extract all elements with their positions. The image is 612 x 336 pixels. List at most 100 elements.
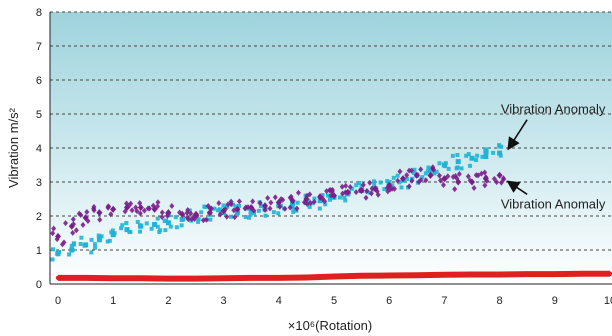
scatter-jitter [243, 214, 248, 219]
scatter-jitter [129, 207, 135, 214]
y-tick-label: 1 [36, 245, 42, 257]
scatter-jitter [107, 238, 112, 243]
scatter-jitter [385, 188, 391, 195]
scatter-jitter [231, 207, 237, 214]
scatter-jitter [196, 219, 201, 224]
scatter-jitter [191, 213, 197, 220]
scatter-jitter [328, 192, 334, 199]
scatter-jitter [212, 206, 217, 211]
scatter-jitter [63, 220, 69, 227]
annotation-arrow [507, 119, 528, 151]
data-point [428, 167, 434, 173]
x-axis-title: ×10⁶(Rotation) [288, 318, 372, 333]
scatter-jitter [357, 187, 363, 194]
scatter-jitter [262, 206, 268, 213]
scatter-jitter [474, 158, 479, 163]
data-point [83, 275, 88, 281]
scatter-jitter [325, 193, 330, 198]
scatter-jitter [82, 243, 87, 248]
scatter-jitter [466, 152, 471, 157]
scatter-jitter [295, 200, 300, 205]
scatter-jitter [498, 179, 504, 186]
scatter-jitter [483, 174, 489, 181]
scatter-jitter [265, 195, 271, 202]
scatter-jitter [326, 187, 332, 194]
scatter-jitter [222, 206, 228, 213]
scatter-jitter [350, 186, 355, 191]
scatter-jitter [372, 182, 377, 187]
scatter-jitter [323, 202, 328, 207]
scatter-jitter [500, 175, 506, 182]
scatter-jitter [409, 167, 415, 174]
data-point [496, 171, 503, 179]
scatter-jitter [312, 196, 317, 201]
scatter-jitter [360, 181, 366, 188]
scatter-jitter [120, 223, 125, 228]
scatter-jitter [199, 210, 204, 215]
scatter-jitter [473, 172, 479, 179]
data-point [165, 220, 171, 226]
scatter-jitter [208, 217, 213, 222]
scatter-jitter [138, 223, 143, 228]
scatter-jitter [287, 204, 293, 211]
scatter-jitter [188, 210, 194, 217]
scatter-jitter [271, 210, 276, 215]
scatter-jitter [494, 179, 500, 186]
scatter-jitter [367, 179, 373, 186]
scatter-jitter [181, 216, 186, 221]
scatter-jitter [216, 200, 222, 207]
scatter-jitter [359, 184, 364, 189]
annotations: Vibration Anomaly Vibration Anomaly [501, 102, 606, 212]
x-tick-label: 2 [165, 295, 171, 307]
y-tick-label: 3 [36, 177, 42, 189]
scatter-jitter [452, 186, 458, 193]
x-tick-label: 0 [55, 295, 61, 307]
scatter-jitter [291, 209, 296, 214]
data-point [469, 155, 475, 161]
scatter-jitter [353, 189, 359, 196]
scatter-jitter [236, 198, 242, 205]
scatter-jitter [98, 235, 103, 240]
scatter-jitter [134, 208, 140, 215]
scatter-jitter [404, 176, 409, 181]
scatter-jitter [440, 182, 446, 189]
scatter-jitter [438, 177, 444, 184]
scatter-jitter [480, 154, 485, 159]
scatter-jitter [409, 177, 415, 184]
scatter-jitter [426, 165, 431, 170]
scatter-jitter [66, 252, 71, 257]
scatter-jitter [395, 177, 401, 184]
data-point [55, 275, 61, 281]
data-point [96, 237, 102, 243]
scatter-jitter [368, 190, 374, 197]
scatter-jitter [184, 214, 190, 221]
data-point [166, 276, 171, 281]
scatter-jitter [54, 236, 60, 243]
scatter-jitter [471, 184, 477, 191]
scatter-jitter [155, 216, 160, 221]
scatter-jitter [70, 221, 76, 228]
scatter-jitter [162, 219, 167, 224]
scatter-jitter [420, 175, 425, 180]
scatter-jitter [343, 182, 349, 189]
x-tick-label: 10 [604, 295, 612, 307]
scatter-jitter [317, 206, 322, 211]
scatter-jitter [347, 184, 353, 191]
x-tick-label: 7 [441, 295, 447, 307]
scatter-jitter [84, 208, 90, 215]
scatter-jitter [455, 165, 460, 170]
scatter-jitter [91, 207, 97, 214]
data-point [525, 271, 530, 277]
scatter-jitter [272, 194, 278, 201]
scatter-jitter [158, 228, 163, 233]
scatter-jitter [73, 227, 79, 234]
scatter-jitter [258, 204, 263, 209]
scatter-jitter [108, 211, 114, 218]
scatter-jitter [79, 235, 84, 240]
scatter-jitter [57, 249, 62, 254]
x-tick-label: 4 [276, 295, 282, 307]
data-point [221, 276, 226, 281]
scatter-jitter [328, 195, 333, 200]
scatter-jitter [382, 187, 387, 192]
